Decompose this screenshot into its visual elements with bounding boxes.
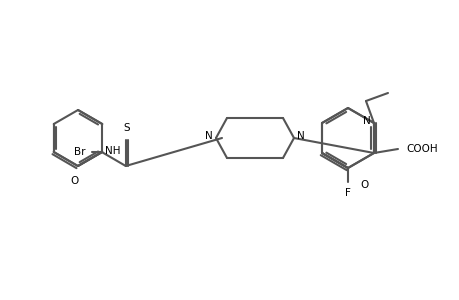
Text: O: O <box>70 176 78 186</box>
Text: O: O <box>359 180 368 190</box>
Text: NH: NH <box>105 146 120 156</box>
Text: COOH: COOH <box>405 144 437 154</box>
Text: N: N <box>297 131 304 141</box>
Text: S: S <box>123 123 130 133</box>
Text: N: N <box>205 131 213 141</box>
Text: N: N <box>363 116 370 126</box>
Text: Br: Br <box>73 147 85 157</box>
Text: F: F <box>344 188 350 198</box>
